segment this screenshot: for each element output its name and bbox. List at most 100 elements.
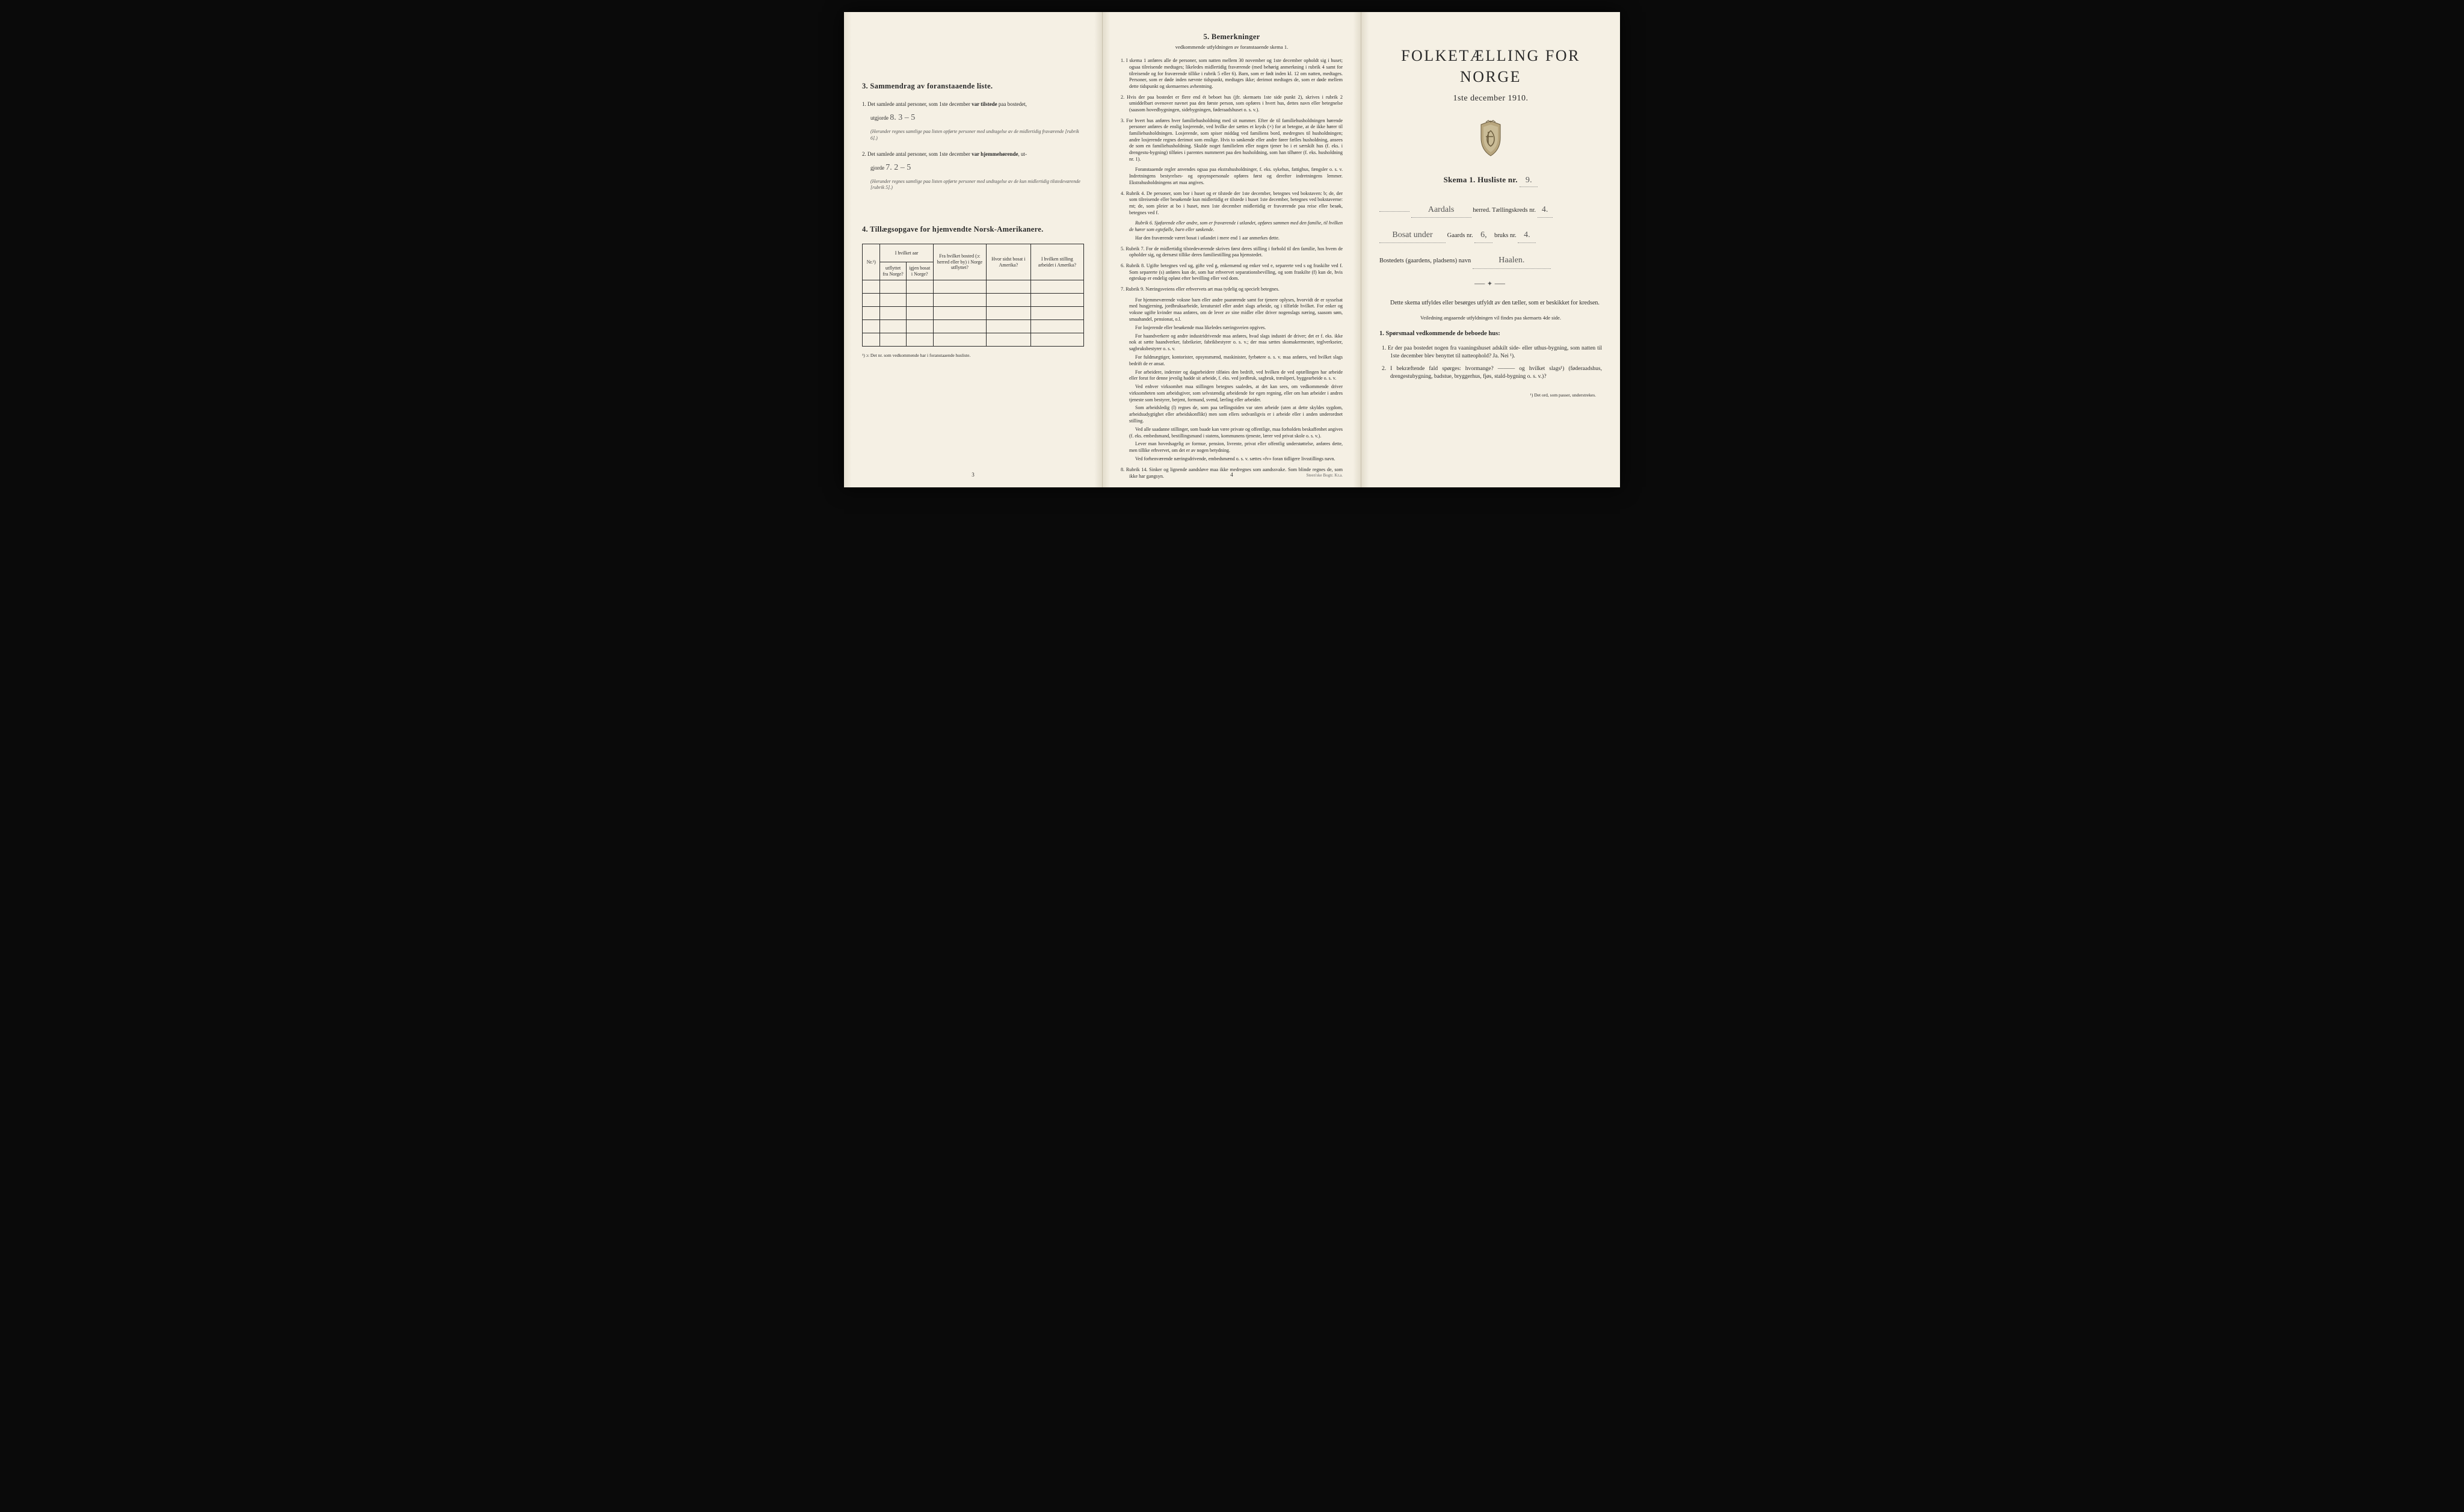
kreds-value: 4.	[1538, 202, 1553, 218]
herred-label: herred. Tællingskreds nr.	[1473, 207, 1536, 214]
s3-item2-value: 7. 2 – 5	[886, 162, 911, 174]
table-body	[863, 280, 1084, 347]
s3-item1: 1. Det samlede antal personer, som 1ste …	[862, 100, 1084, 108]
right-footnote: ¹) Det ord, som passer, understrekes.	[1379, 392, 1602, 398]
table-cell	[863, 307, 880, 320]
bem-sub-7d: For fuldmægtiger, kontorister, opsynsmæn…	[1129, 354, 1343, 368]
table-cell	[906, 294, 933, 307]
table-cell	[933, 294, 986, 307]
page-3: 3. Sammendrag av foranstaaende liste. 1.…	[844, 12, 1103, 487]
table-cell	[987, 280, 1031, 294]
husliste-nr: 9.	[1520, 175, 1538, 187]
page-number-3: 3	[972, 471, 975, 478]
table-row	[863, 307, 1084, 320]
norsk-amerikanere-table: Nr.¹) I hvilket aar Fra hvilket bosted (…	[862, 244, 1084, 347]
section-4-heading: 4. Tillægsopgave for hjemvendte Norsk-Am…	[862, 224, 1084, 235]
instruction-2: Veiledning angaaende utfyldningen vil fi…	[1379, 315, 1602, 321]
gaard-nr: 6,	[1474, 227, 1492, 243]
skema-line: Skema 1. Husliste nr. 9.	[1379, 174, 1602, 187]
line1-blank	[1379, 211, 1409, 212]
page-1-cover: FOLKETÆLLING FOR NORGE 1ste december 191…	[1361, 12, 1620, 487]
coat-of-arms-icon	[1379, 120, 1602, 162]
s3-item1-note: (Herunder regnes samtlige paa listen opf…	[870, 129, 1084, 142]
table-cell	[880, 280, 906, 294]
bosted-navn-line: Bostedets (gaardens, pladsens) navn Haal…	[1379, 253, 1602, 268]
table-cell	[987, 307, 1031, 320]
s3-item2-value-line: gjorde 7. 2 – 5	[870, 162, 1084, 174]
question-heading: 1. Spørsmaal vedkommende de beboede hus:	[1379, 330, 1602, 338]
table-cell	[987, 294, 1031, 307]
crest-svg	[1475, 120, 1506, 157]
table-cell	[987, 333, 1031, 347]
s3-item2-note: (Herunder regnes samtlige paa listen opf…	[870, 179, 1084, 192]
bruk-nr: 4.	[1518, 227, 1536, 243]
bem-sub-7g: Som arbeidsledig (l) regnes de, som paa …	[1129, 405, 1343, 424]
table-cell	[1030, 333, 1083, 347]
bem-sub-7f: Ved enhver virksomhet maa stillingen bet…	[1129, 384, 1343, 403]
gaard-label: Gaards nr.	[1447, 232, 1473, 239]
bem-sub-7j: Ved forhenværende næringsdrivende, embed…	[1129, 456, 1343, 463]
table-cell	[1030, 320, 1083, 333]
table-cell	[880, 320, 906, 333]
s3-item2: 2. Det samlede antal personer, som 1ste …	[862, 150, 1084, 158]
table-cell	[906, 333, 933, 347]
bem-item-7: 7. Rubrik 9. Næringsveiens eller erhverv…	[1121, 286, 1343, 293]
gjorde-label: gjorde	[870, 165, 884, 171]
bem-item-2: 2. Hvis der paa bostedet er flere end ét…	[1121, 94, 1343, 114]
bem-item-3: 3. For hvert hus anføres hver familiehus…	[1121, 118, 1343, 163]
top-margin	[862, 27, 1084, 63]
s3-item1-value: 8. 3 – 5	[890, 113, 915, 124]
col-igjen-bosat: igjen bosat i Norge?	[906, 262, 933, 280]
s3-item2-text-c: , ut-	[1018, 151, 1027, 157]
table-cell	[933, 307, 986, 320]
section-5-sub: vedkommende utfyldningen av foranstaaend…	[1121, 44, 1343, 51]
bem-item-5: 5. Rubrik 7. For de midlertidig tilstede…	[1121, 246, 1343, 259]
question-2: 2. I bekræftende fald spørges: hvormange…	[1390, 365, 1602, 381]
col-aar: I hvilket aar	[880, 244, 933, 262]
table-row	[863, 333, 1084, 347]
herred-value: Aardals	[1411, 202, 1471, 218]
table-cell	[933, 280, 986, 294]
bem-sub-7i: Lever man hovedsagelig av formue, pensio…	[1129, 441, 1343, 454]
table-cell	[906, 280, 933, 294]
col-stilling: I hvilken stilling arbeidet i Amerika?	[1030, 244, 1083, 280]
s3-item1-text-c: paa bostedet,	[997, 101, 1027, 107]
table-cell	[1030, 307, 1083, 320]
table-cell	[906, 307, 933, 320]
s3-item2-text-a: 2. Det samlede antal personer, som 1ste …	[862, 151, 972, 157]
bem-sub-4b: Har den fraværende været bosat i utlande…	[1129, 235, 1343, 242]
table-cell	[863, 333, 880, 347]
table-cell	[906, 320, 933, 333]
s3-item1-value-line: utgjorde 8. 3 – 5	[870, 113, 1084, 124]
bosat-value: Bosat under	[1379, 227, 1446, 243]
printer-mark: Steen'ske Bogtr. Kr.a.	[1306, 473, 1343, 478]
table-row	[863, 280, 1084, 294]
bem-sub-4a: Rubrik 6. Sjøfarende eller andre, som er…	[1129, 220, 1343, 233]
table-cell	[863, 294, 880, 307]
three-page-spread: 3. Sammendrag av foranstaaende liste. 1.…	[844, 12, 1620, 487]
skema-label: Skema 1. Husliste nr.	[1444, 175, 1518, 184]
bosted-label: Bostedets (gaardens, pladsens) navn	[1379, 258, 1471, 264]
bem-sub-7e: For arbeidere, inderster og dagarbeidere…	[1129, 369, 1343, 383]
bem-item-1: 1. I skema 1 anføres alle de personer, s…	[1121, 58, 1343, 90]
ornament-divider: ⸺✦⸺	[1379, 280, 1602, 289]
bem-sub-7h: Ved alle saadanne stillinger, som baade …	[1129, 427, 1343, 440]
bem-item-6: 6. Rubrik 8. Ugifte betegnes ved ug, gif…	[1121, 263, 1343, 282]
table-cell	[863, 280, 880, 294]
table-cell	[933, 333, 986, 347]
section-5-heading: 5. Bemerkninger	[1121, 32, 1343, 42]
subtitle: 1ste december 1910.	[1379, 93, 1602, 105]
col-amerika: Hvor sidst bosat i Amerika?	[987, 244, 1031, 280]
col-utflyttet: utflyttet fra Norge?	[880, 262, 906, 280]
table-cell	[987, 320, 1031, 333]
table-row	[863, 320, 1084, 333]
s3-item1-text-a: 1. Det samlede antal personer, som 1ste …	[862, 101, 972, 107]
page-number-4: 4	[1230, 471, 1233, 478]
question-1: 1. Er der paa bostedet nogen fra vaaning…	[1390, 345, 1602, 361]
bem-sub-7a: For hjemmeværende voksne barn eller andr…	[1129, 297, 1343, 323]
bem-sub-3a: Foranstaaende regler anvendes ogsaa paa …	[1129, 167, 1343, 186]
q1-text: 1. Er der paa bostedet nogen fra vaaning…	[1382, 345, 1602, 359]
table-cell	[933, 320, 986, 333]
bruk-label: bruks nr.	[1494, 232, 1517, 239]
s3-item1-bold: var tilstede	[972, 101, 997, 107]
